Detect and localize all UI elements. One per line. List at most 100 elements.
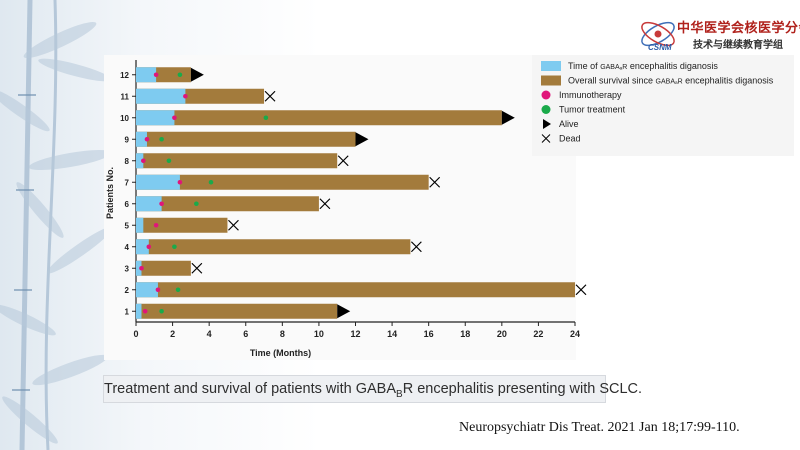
- immunotherapy-point: [153, 222, 159, 228]
- y-tick-label: 1: [125, 307, 130, 316]
- caption-subscript: B: [396, 388, 403, 400]
- alive-marker: [355, 132, 369, 147]
- y-tick-label: 11: [121, 92, 130, 101]
- logo-subtitle-cn: 技术与继续教育学组: [693, 40, 783, 51]
- legend-label: Tumor treatment: [559, 105, 626, 115]
- diagnosis-bar: [136, 67, 157, 83]
- legend-label: Time of GABAₐR encephalitis diganosis: [568, 61, 718, 71]
- immunotherapy-point: [139, 265, 144, 271]
- y-tick-label: 10: [120, 114, 129, 123]
- y-tick-label: 6: [125, 200, 130, 209]
- diagnosis-bar: [136, 239, 149, 255]
- diagnosis-bar: [136, 110, 175, 126]
- immunotherapy-point: [144, 136, 150, 142]
- y-axis-title: Patients No.: [105, 167, 115, 219]
- diagnosis-bar: [136, 217, 144, 233]
- x-tick-label: 12: [350, 329, 360, 339]
- survival-bar: [136, 153, 338, 169]
- dead-marker: [319, 198, 331, 210]
- x-tick-label: 10: [314, 329, 324, 339]
- tumor-treatment-point: [175, 287, 181, 293]
- caption-suffix: R encephalitis presenting with SCLC.: [402, 381, 643, 397]
- alive-marker: [501, 110, 515, 125]
- legend-swatch: [543, 119, 551, 129]
- tumor-treatment-point: [166, 158, 172, 164]
- diagnosis-bar: [136, 88, 186, 104]
- tumor-treatment-point: [208, 179, 214, 185]
- legend-label: Alive: [559, 119, 579, 129]
- logo-abbreviation: CSNM: [648, 43, 672, 52]
- dead-marker: [191, 262, 203, 274]
- immunotherapy-point: [155, 287, 161, 293]
- legend-label: Dead: [559, 134, 581, 144]
- immunotherapy-point: [146, 244, 152, 250]
- survival-bar: [136, 131, 356, 147]
- survival-bar: [136, 174, 429, 190]
- diagnosis-bar: [136, 131, 147, 147]
- diagnosis-bar: [136, 153, 144, 169]
- y-tick-label: 7: [125, 178, 130, 187]
- y-tick-label: 8: [125, 157, 130, 166]
- tumor-treatment-point: [159, 136, 164, 142]
- diagnosis-bar: [136, 260, 142, 276]
- survival-bar: [136, 239, 411, 255]
- dead-marker: [575, 284, 587, 296]
- tumor-treatment-point: [172, 244, 177, 250]
- legend-swatch: [541, 90, 551, 100]
- y-tick-label: 5: [125, 221, 130, 230]
- x-tick-label: 16: [424, 329, 434, 339]
- legend-panel-background: [532, 55, 794, 156]
- diagnosis-bar: [136, 282, 158, 298]
- csnm-logo: [641, 21, 675, 47]
- immunotherapy-point: [159, 201, 164, 207]
- x-tick-label: 4: [207, 329, 212, 339]
- tumor-treatment-point: [263, 115, 269, 121]
- immunotherapy-point: [177, 179, 183, 185]
- survival-bar: [136, 260, 191, 276]
- tumor-treatment-point: [194, 201, 199, 207]
- tumor-treatment-point: [159, 308, 164, 314]
- survival-bar: [136, 110, 502, 126]
- dead-marker: [228, 219, 239, 231]
- y-tick-label: 12: [120, 71, 129, 80]
- legend-swatch: [541, 134, 551, 143]
- dead-marker: [337, 155, 349, 167]
- y-tick-label: 2: [125, 286, 130, 295]
- survival-bar: [136, 196, 319, 212]
- survival-bar: [136, 303, 338, 319]
- survival-bar: [136, 217, 228, 233]
- x-tick-label: 14: [387, 329, 397, 339]
- diagnosis-bar: [136, 303, 142, 319]
- immunotherapy-point: [172, 115, 177, 121]
- immunotherapy-point: [183, 93, 188, 99]
- caption-prefix: Treatment and survival of patients with …: [104, 381, 397, 397]
- x-tick-label: 8: [280, 329, 285, 339]
- survival-bar: [136, 282, 575, 298]
- dead-marker: [410, 241, 422, 253]
- dead-marker: [264, 90, 276, 102]
- diagnosis-bar: [136, 174, 180, 190]
- figure-caption-box: [103, 375, 606, 403]
- diagnosis-bar: [136, 196, 162, 212]
- x-tick-label: 0: [133, 329, 138, 339]
- immunotherapy-point: [142, 308, 148, 314]
- x-tick-label: 18: [460, 329, 470, 339]
- legend-label: Overall survival since GABAₐR encephalit…: [568, 76, 774, 86]
- x-tick-label: 6: [243, 329, 248, 339]
- dead-marker: [429, 176, 441, 188]
- immunotherapy-point: [153, 72, 159, 78]
- legend-swatch: [541, 61, 561, 71]
- legend-label: Immunotherapy: [559, 90, 622, 100]
- legend-swatch: [541, 105, 551, 114]
- tumor-treatment-point: [177, 72, 183, 78]
- x-tick-label: 22: [533, 329, 543, 339]
- logo-title-cn: 中华医学会核医学分会: [677, 21, 800, 36]
- x-tick-label: 2: [170, 329, 175, 339]
- legend-swatch: [541, 75, 561, 86]
- immunotherapy-point: [141, 158, 146, 164]
- y-tick-label: 3: [125, 264, 130, 273]
- alive-marker: [337, 304, 351, 319]
- y-tick-label: 9: [125, 135, 130, 144]
- x-tick-label: 24: [570, 329, 580, 339]
